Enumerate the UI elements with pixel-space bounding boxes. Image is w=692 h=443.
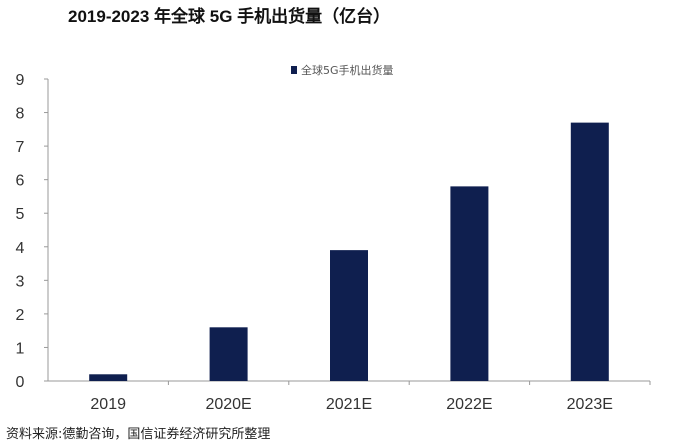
y-tick-label: 8 xyxy=(16,106,25,123)
bar-2023E xyxy=(570,122,609,381)
bar-2021E xyxy=(330,250,368,381)
bar-2020E xyxy=(209,327,248,381)
y-tick-label: 3 xyxy=(16,273,25,290)
legend-marker xyxy=(291,66,297,74)
y-tick-label: 0 xyxy=(16,374,25,391)
y-tick-label: 6 xyxy=(16,173,25,190)
y-tick-label: 9 xyxy=(16,72,25,89)
bar-2019 xyxy=(89,374,128,381)
x-tick-label: 2023E xyxy=(567,396,613,413)
x-tick-label: 2020E xyxy=(205,396,251,413)
y-tick-label: 4 xyxy=(16,240,25,257)
legend-label: 全球5G手机出货量 xyxy=(301,63,394,77)
source-note: 资料来源:德勤咨询，国信证券经济研究所整理 xyxy=(6,427,271,442)
y-tick-label: 5 xyxy=(16,206,25,223)
y-tick-label: 2 xyxy=(16,307,25,324)
y-tick-label: 1 xyxy=(16,340,25,357)
x-tick-label: 2021E xyxy=(326,396,372,413)
y-tick-label: 7 xyxy=(16,139,25,156)
x-tick-label: 2022E xyxy=(446,396,492,413)
bar-2022E xyxy=(450,186,489,381)
x-tick-label: 2019 xyxy=(90,396,126,413)
chart-title: 2019-2023 年全球 5G 手机出货量（亿台） xyxy=(68,7,391,26)
